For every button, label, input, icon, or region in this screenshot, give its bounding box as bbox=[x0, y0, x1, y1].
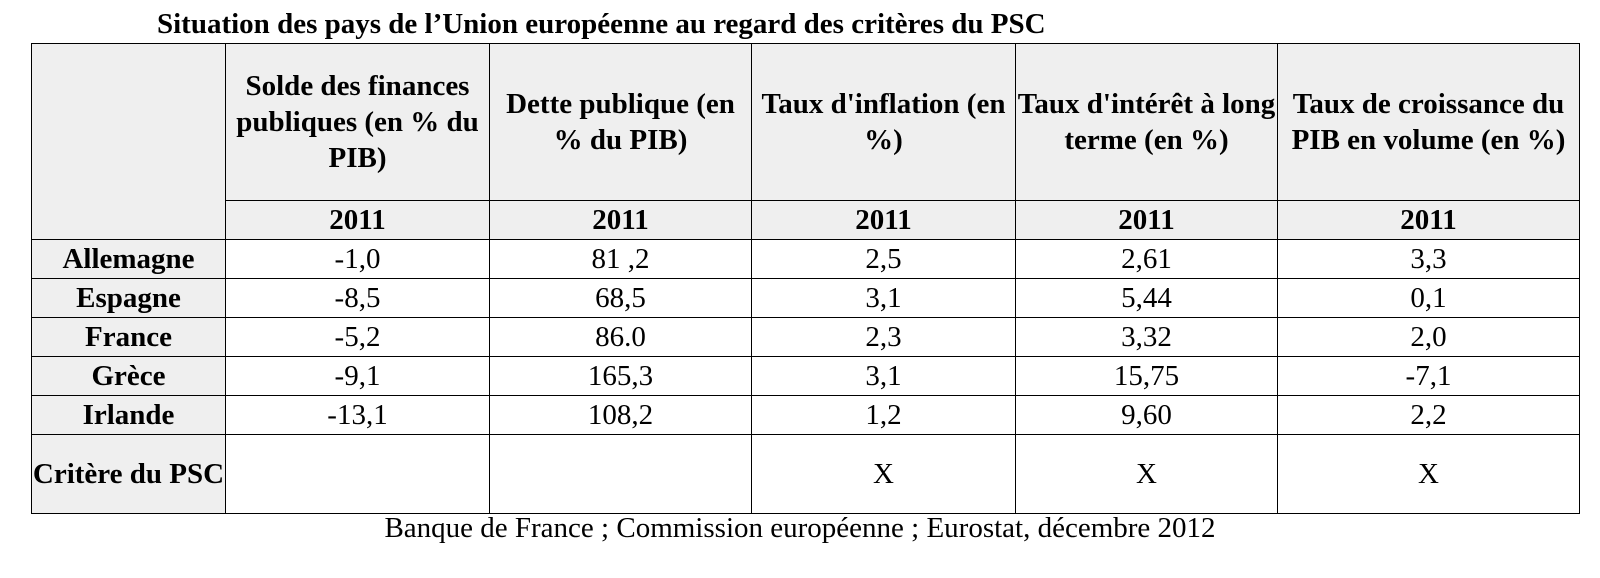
column-header-inflation: Taux d'inflation (en %) bbox=[751, 43, 1016, 201]
country-label: Irlande bbox=[31, 395, 226, 435]
table-row: Irlande -13,1 108,2 1,2 9,60 2,2 bbox=[31, 395, 1580, 435]
data-cell: 9,60 bbox=[1015, 395, 1278, 435]
data-cell: -5,2 bbox=[225, 317, 490, 357]
data-cell: 3,32 bbox=[1015, 317, 1278, 357]
data-cell: 165,3 bbox=[489, 356, 752, 396]
year-cell: 2011 bbox=[489, 200, 752, 240]
year-row: 2011 2011 2011 2011 2011 bbox=[32, 200, 1580, 240]
data-cell: 3,1 bbox=[751, 278, 1016, 318]
table-row: Allemagne -1,0 81 ,2 2,5 2,61 3,3 bbox=[31, 239, 1580, 279]
data-cell: 0,1 bbox=[1277, 278, 1580, 318]
column-header-dette: Dette publique (en % du PIB) bbox=[489, 43, 752, 201]
data-cell: -8,5 bbox=[225, 278, 490, 318]
table-title: Situation des pays de l’Union européenne… bbox=[157, 8, 1046, 40]
year-cell: 2011 bbox=[1277, 200, 1580, 240]
data-cell: -9,1 bbox=[225, 356, 490, 396]
country-label: Allemagne bbox=[31, 239, 226, 279]
table-row: Grèce -9,1 165,3 3,1 15,75 -7,1 bbox=[31, 356, 1580, 396]
criteria-cell: X bbox=[1277, 434, 1580, 514]
data-cell: -1,0 bbox=[225, 239, 490, 279]
data-cell: 2,5 bbox=[751, 239, 1016, 279]
data-cell: 2,2 bbox=[1277, 395, 1580, 435]
column-header-solde: Solde des finances publiques (en % du PI… bbox=[225, 43, 490, 201]
country-label: France bbox=[31, 317, 226, 357]
data-cell: 2,0 bbox=[1277, 317, 1580, 357]
data-cell: 3,1 bbox=[751, 356, 1016, 396]
criteria-label: Critère du PSC bbox=[31, 434, 226, 514]
year-cell: 2011 bbox=[751, 200, 1016, 240]
table-row: Espagne -8,5 68,5 3,1 5,44 0,1 bbox=[31, 278, 1580, 318]
data-cell: 1,2 bbox=[751, 395, 1016, 435]
data-cell: 108,2 bbox=[489, 395, 752, 435]
data-cell: 2,3 bbox=[751, 317, 1016, 357]
year-cell: 2011 bbox=[225, 200, 490, 240]
column-header-taux-interet: Taux d'intérêt à long terme (en %) bbox=[1015, 43, 1278, 201]
data-cell: 15,75 bbox=[1015, 356, 1278, 396]
data-cell: -13,1 bbox=[225, 395, 490, 435]
criteria-cell bbox=[225, 434, 490, 514]
source-note: Banque de France ; Commission européenne… bbox=[384, 512, 1216, 544]
year-cell: 2011 bbox=[1015, 200, 1278, 240]
criteria-row: Critère du PSC X X X bbox=[31, 434, 1580, 514]
criteria-cell: X bbox=[1015, 434, 1278, 514]
header-row: Solde des finances publiques (en % du PI… bbox=[31, 43, 1580, 240]
data-cell: 3,3 bbox=[1277, 239, 1580, 279]
data-cell: 81 ,2 bbox=[489, 239, 752, 279]
table-row: France -5,2 86.0 2,3 3,32 2,0 bbox=[31, 317, 1580, 357]
country-label: Espagne bbox=[31, 278, 226, 318]
psc-criteria-table: Solde des finances publiques (en % du PI… bbox=[31, 43, 1580, 514]
corner-cell bbox=[31, 43, 226, 240]
criteria-cell: X bbox=[751, 434, 1016, 514]
data-cell: 2,61 bbox=[1015, 239, 1278, 279]
data-cell: 5,44 bbox=[1015, 278, 1278, 318]
data-cell: -7,1 bbox=[1277, 356, 1580, 396]
country-label: Grèce bbox=[31, 356, 226, 396]
data-cell: 68,5 bbox=[489, 278, 752, 318]
column-header-croissance: Taux de croissance du PIB en volume (en … bbox=[1277, 43, 1580, 201]
data-cell: 86.0 bbox=[489, 317, 752, 357]
criteria-cell bbox=[489, 434, 752, 514]
